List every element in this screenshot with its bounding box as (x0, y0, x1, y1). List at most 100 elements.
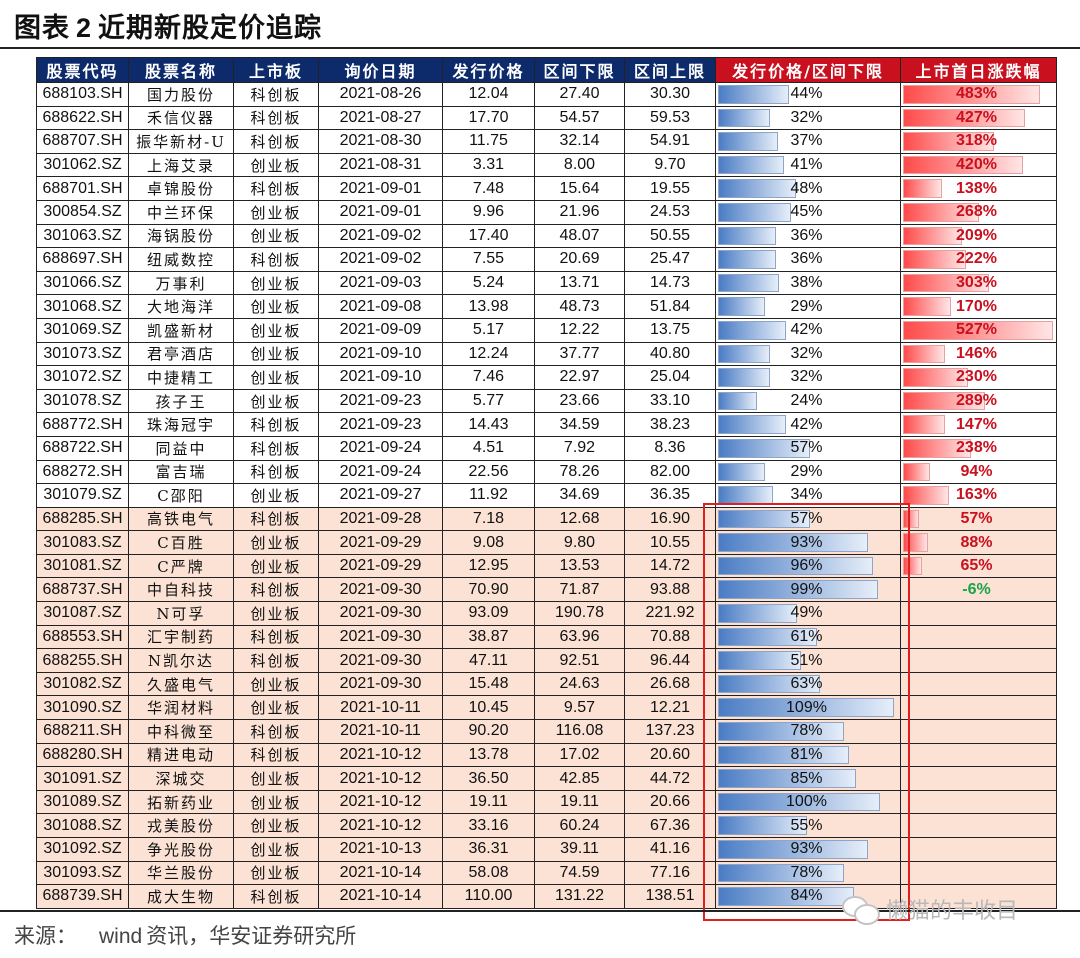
range-low-cell: 21.96 (534, 199, 625, 225)
inquiry-date-cell: 2021-09-27 (318, 483, 443, 508)
change-data-bar (903, 556, 922, 576)
table-row: 301073.SZ 君亭酒店 创业板 2021-09-10 12.24 37.77 40.8… (36, 341, 1057, 367)
ratio-data-bar (718, 486, 774, 505)
ratio-value: 100% (786, 793, 827, 811)
range-low-cell: 22.97 (534, 365, 625, 390)
ratio-bar-cell: 44% (715, 82, 901, 107)
issue-price-cell: 4.51 (442, 435, 535, 461)
stock-name-cell: 孩子王 (128, 388, 234, 414)
ratio-data-bar (718, 769, 856, 788)
stock-code-cell: 688103.SH (36, 82, 129, 107)
issue-price-cell: 11.92 (442, 483, 535, 508)
first-day-change-cell (900, 601, 1057, 626)
inquiry-date-cell: 2021-10-11 (318, 719, 443, 744)
col-header-code: 股票代码 (36, 57, 129, 83)
ratio-value: 51% (790, 651, 823, 669)
range-low-cell: 27.40 (534, 82, 625, 107)
range-low-cell: 7.92 (534, 435, 625, 461)
ratio-data-bar (718, 745, 850, 765)
range-high-cell: 12.21 (624, 695, 716, 721)
ratio-bar-cell: 34% (715, 483, 901, 508)
stock-code-cell: 688697.SH (36, 247, 129, 272)
table-row: 301068.SZ 大地海洋 创业板 2021-09-08 13.98 48.73 51.8… (36, 294, 1057, 319)
ratio-data-bar (718, 132, 778, 151)
range-low-cell: 32.14 (534, 129, 625, 154)
board-cell: 科创板 (233, 247, 319, 272)
ratio-bar-cell: 99% (715, 577, 901, 603)
board-cell: 科创板 (233, 624, 319, 650)
inquiry-date-cell: 2021-08-31 (318, 152, 443, 178)
stock-code-cell: 688211.SH (36, 719, 129, 744)
change-value (977, 604, 981, 621)
stock-name-cell: 海锅股份 (128, 223, 234, 249)
stock-code-cell: 301090.SZ (36, 695, 129, 721)
change-value (977, 793, 981, 810)
ratio-bar-cell: 29% (715, 459, 901, 485)
ratio-bar-cell: 78% (715, 719, 901, 744)
ratio-bar-cell: 48% (715, 176, 901, 201)
ratio-data-bar (718, 462, 765, 482)
ratio-data-bar (718, 391, 757, 411)
ratio-data-bar (718, 840, 869, 859)
range-high-cell: 41.16 (624, 837, 716, 862)
range-low-cell: 116.08 (534, 719, 625, 744)
stock-name-cell: 卓锦股份 (128, 176, 234, 201)
board-cell: 科创板 (233, 82, 319, 107)
ratio-bar-cell: 85% (715, 766, 901, 791)
issue-price-cell: 17.40 (442, 223, 535, 249)
stock-code-cell: 688622.SH (36, 105, 129, 131)
inquiry-date-cell: 2021-10-14 (318, 884, 443, 909)
change-data-bar (903, 297, 952, 316)
stock-code-cell: 301062.SZ (36, 152, 129, 178)
table-row: 688553.SH 汇宇制药 科创板 2021-09-30 38.87 63.96 70.8… (36, 624, 1057, 650)
table-row: 301087.SZ N可孚 创业板 2021-09-30 93.09 190.78 221.… (36, 601, 1057, 626)
figure-title: 图表 2 近期新股定价追踪 (14, 6, 322, 45)
ratio-value: 93% (790, 533, 823, 551)
issue-price-cell: 5.24 (442, 270, 535, 296)
stock-code-cell: 301093.SZ (36, 860, 129, 886)
ratio-data-bar (718, 202, 791, 222)
range-low-cell: 63.96 (534, 624, 625, 650)
range-high-cell: 20.60 (624, 742, 716, 768)
ratio-value: 38% (790, 274, 823, 292)
board-cell: 创业板 (233, 813, 319, 838)
inquiry-date-cell: 2021-10-12 (318, 813, 443, 838)
ratio-data-bar (718, 887, 854, 906)
issue-price-cell: 11.75 (442, 129, 535, 154)
stock-code-cell: 688285.SH (36, 506, 129, 532)
ratio-value: 78% (790, 863, 823, 881)
stock-name-cell: 君亭酒店 (128, 341, 234, 367)
issue-price-cell: 14.43 (442, 412, 535, 437)
range-low-cell: 24.63 (534, 671, 625, 697)
change-value (977, 746, 981, 763)
figure-title-text: 近期新股定价追踪 (98, 13, 323, 44)
stock-code-cell: 301069.SZ (36, 317, 129, 343)
ratio-data-bar (718, 651, 801, 670)
first-day-change-cell: 483% (900, 82, 1057, 107)
ratio-bar-cell: 93% (715, 837, 901, 862)
stock-code-cell: 301087.SZ (36, 601, 129, 626)
stock-code-cell: 688722.SH (36, 435, 129, 461)
ratio-bar-cell: 36% (715, 223, 901, 249)
board-cell: 科创板 (233, 719, 319, 744)
first-day-change-cell (900, 624, 1057, 650)
inquiry-date-cell: 2021-09-02 (318, 247, 443, 272)
stock-name-cell: 争光股份 (128, 837, 234, 862)
stock-name-cell: 中兰环保 (128, 199, 234, 225)
issue-price-cell: 36.31 (442, 837, 535, 862)
range-high-cell: 59.53 (624, 105, 716, 131)
stock-code-cell: 688701.SH (36, 176, 129, 201)
stock-code-cell: 301078.SZ (36, 388, 129, 414)
first-day-change-cell: 289% (900, 388, 1057, 414)
change-value (977, 864, 981, 881)
change-value: 318% (956, 132, 997, 150)
inquiry-date-cell: 2021-09-09 (318, 317, 443, 343)
watermark: 懒猫的丰收目 (842, 893, 1018, 925)
first-day-change-cell (900, 813, 1057, 838)
stock-code-cell: 301072.SZ (36, 365, 129, 390)
range-high-cell: 54.91 (624, 129, 716, 154)
first-day-change-cell: 57% (900, 506, 1057, 532)
range-high-cell: 51.84 (624, 294, 716, 319)
board-cell: 科创板 (233, 129, 319, 154)
ratio-value: 36% (790, 226, 823, 244)
